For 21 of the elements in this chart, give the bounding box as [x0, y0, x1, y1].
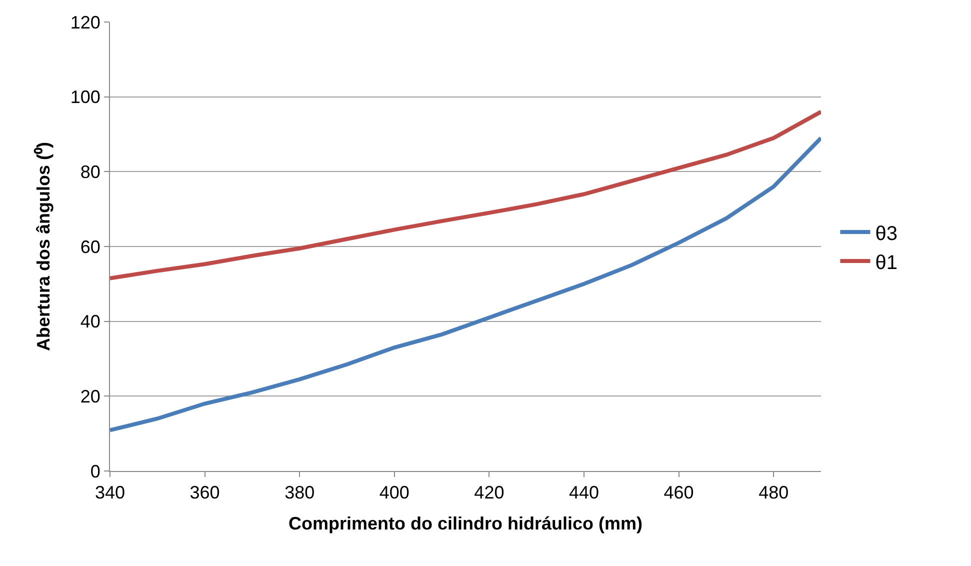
y-axis-title: Abertura dos ângulos (⁰) — [34, 142, 54, 352]
x-axis-title: Comprimento do cilindro hidráulico (mm) — [288, 514, 643, 534]
y-tick-label: 60 — [80, 236, 100, 257]
x-tick-label: 340 — [94, 482, 126, 503]
y-tick-label: 40 — [80, 312, 100, 332]
y-tick-label: 120 — [70, 12, 100, 32]
x-tick-label: 440 — [568, 482, 600, 503]
y-tick-label: 0 — [90, 461, 100, 482]
x-tick-label: 420 — [474, 482, 504, 503]
legend-label: θ3 — [875, 222, 898, 245]
y-tick-label: 100 — [70, 87, 100, 108]
x-tick-label: 480 — [758, 482, 789, 503]
line-series — [110, 136, 821, 432]
legend-label: θ1 — [875, 252, 898, 274]
y-tick-label: 80 — [80, 162, 100, 182]
x-tick-label: 360 — [190, 482, 220, 503]
x-tick-label: 400 — [379, 482, 410, 503]
x-tick-label: 380 — [284, 482, 315, 503]
x-tick-label: 460 — [664, 482, 694, 503]
y-tick-label: 20 — [80, 386, 100, 406]
line-series — [110, 110, 821, 280]
